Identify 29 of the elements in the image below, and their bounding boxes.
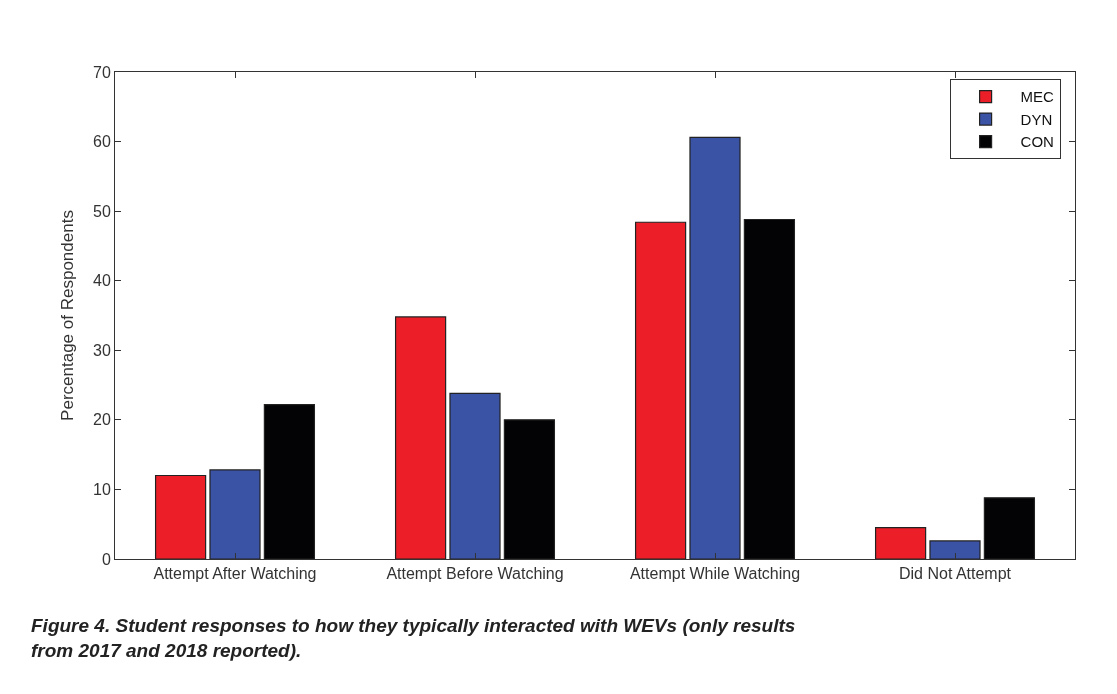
bar: [449, 392, 501, 559]
bar: [689, 136, 741, 559]
y-tick-label: 10: [93, 481, 111, 499]
y-axis-title: Percentage of Respondents: [57, 210, 77, 421]
y-tick-label: 60: [93, 133, 111, 151]
bar: [743, 218, 796, 559]
bar: [874, 527, 927, 559]
x-tick-label: Attempt After Watching: [153, 565, 317, 583]
legend-label: CON: [1020, 133, 1054, 151]
y-tick-label: 50: [93, 202, 111, 220]
y-tick-label: 70: [93, 63, 111, 81]
x-tick-label: Did Not Attempt: [898, 565, 1012, 583]
bar: [503, 419, 556, 559]
y-tick-label: 20: [93, 411, 111, 429]
bar: [263, 403, 316, 559]
bar: [394, 316, 447, 559]
bar: [154, 474, 207, 559]
bar: [634, 221, 687, 559]
legend-label: MEC: [1020, 88, 1055, 106]
y-tick-label: 0: [101, 550, 111, 568]
y-tick-label: 40: [93, 272, 111, 290]
legend-label: DYN: [1020, 110, 1053, 128]
caption: Figure 4. Student responses to how they typically interacted with WEVs (only results from 2017 and 2018 reported).: [31, 615, 796, 661]
bar: [209, 469, 261, 559]
y-tick-label: 30: [93, 341, 111, 359]
x-tick-label: Attempt While Watching: [629, 565, 801, 583]
bar: [983, 497, 1036, 559]
bar: [929, 540, 981, 559]
x-tick-label: Attempt Before Watching: [386, 565, 564, 583]
